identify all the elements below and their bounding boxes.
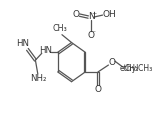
Text: HN: HN (16, 39, 29, 48)
Text: HN: HN (39, 46, 52, 55)
Text: NH₂: NH₂ (30, 74, 47, 83)
Text: O: O (72, 10, 79, 19)
Text: O: O (109, 58, 116, 67)
Text: ⁻: ⁻ (92, 28, 96, 37)
Text: O: O (87, 31, 94, 40)
Text: ethyl: ethyl (120, 64, 139, 73)
Text: CH₂CH₃: CH₂CH₃ (124, 64, 153, 73)
Text: OH: OH (102, 10, 116, 19)
Text: CH₃: CH₃ (52, 24, 67, 33)
Text: N: N (88, 12, 95, 21)
Text: O: O (95, 85, 102, 94)
Text: +: + (92, 11, 97, 16)
